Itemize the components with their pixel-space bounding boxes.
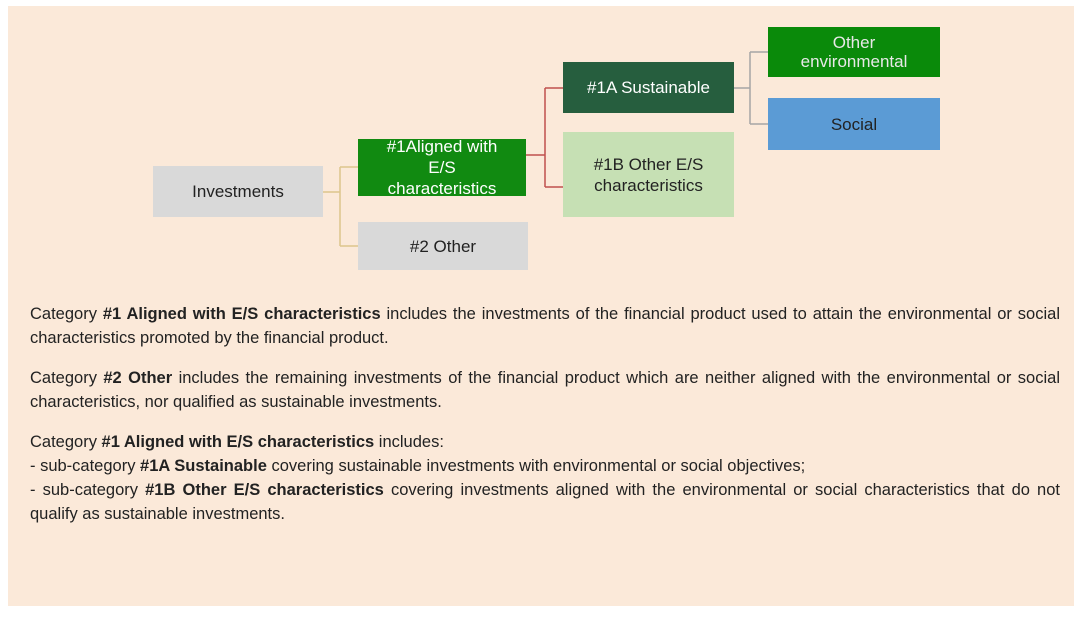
text: includes the remaining investments of th… — [30, 369, 1060, 411]
description: Category #1 Aligned with E/S characteris… — [30, 302, 1060, 542]
bold-text: #1 Aligned with E/S characteristics — [101, 433, 375, 451]
node-label: Investments — [192, 182, 284, 201]
text-line: Category #2 Other includes the remaining… — [30, 366, 1060, 414]
bold-text: #2 Other — [103, 369, 173, 387]
node: #2 Other — [358, 222, 528, 270]
connectors — [323, 51, 768, 247]
text: includes the investments of the financia… — [30, 305, 1060, 347]
text-line: - sub-category #1A Sustainable covering … — [30, 454, 1060, 478]
node: #1A Sustainable — [563, 62, 734, 113]
connector — [734, 51, 768, 125]
text: Category — [30, 369, 104, 387]
node-label: #1B Other E/S characteristics — [593, 154, 704, 195]
paragraph: Category #1 Aligned with E/S characteris… — [30, 430, 1060, 526]
connector — [526, 87, 563, 188]
node: #1Aligned with E/S characteristics — [358, 137, 526, 198]
text: Category — [30, 433, 102, 451]
text-line: - sub-category #1B Other E/S characteris… — [30, 478, 1060, 526]
paragraph: Category #2 Other includes the remaining… — [30, 366, 1060, 414]
node: Other environmental — [768, 27, 940, 77]
node: #1B Other E/S characteristics — [563, 132, 734, 217]
text: covering sustainable investments with en… — [266, 457, 806, 475]
text: includes: — [374, 433, 444, 451]
node-label: #1Aligned with E/S characteristics — [386, 137, 498, 198]
node: Investments — [153, 166, 323, 217]
paragraph: Category #1 Aligned with E/S characteris… — [30, 302, 1060, 350]
text: covering investments aligned with the en… — [30, 481, 1060, 523]
node: Social — [768, 98, 940, 150]
text-line: Category #1 Aligned with E/S characteris… — [30, 430, 1060, 454]
text-line: Category #1 Aligned with E/S characteris… — [30, 302, 1060, 350]
text: - sub-category — [30, 481, 146, 499]
node-label: Social — [830, 114, 878, 134]
bold-text: #1A Sustainable — [140, 457, 267, 475]
node-label: #2 Other — [409, 236, 477, 256]
node-label: Other environmental — [800, 33, 908, 71]
bold-text: #1B Other E/S characteristics — [145, 481, 384, 499]
node-label: #1A Sustainable — [587, 78, 710, 97]
text: Category — [30, 305, 103, 323]
text: - sub-category — [30, 457, 141, 475]
connector — [323, 166, 358, 247]
bold-text: #1 Aligned with E/S characteristics — [102, 305, 381, 323]
panel: Investments #1Aligned with E/S characteri… — [8, 6, 1074, 606]
